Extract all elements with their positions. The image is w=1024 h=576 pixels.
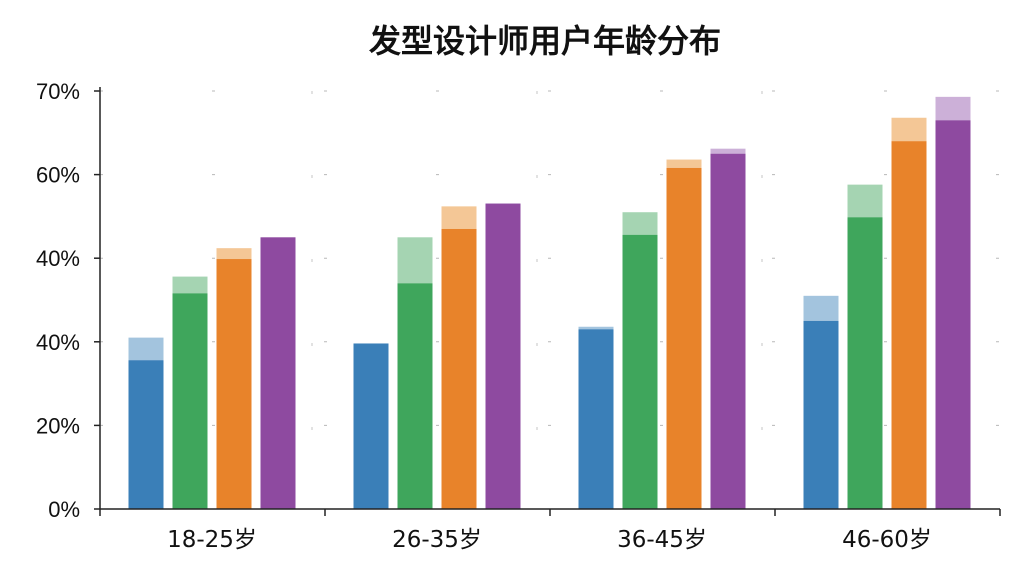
bar	[710, 153, 746, 509]
bar-highlight	[710, 148, 746, 154]
y-tick-label: 0%	[48, 497, 80, 522]
y-tick-label: 20%	[36, 413, 80, 438]
bar-highlight	[891, 117, 927, 142]
grid-layer	[100, 90, 1000, 509]
bar	[666, 167, 702, 510]
bar	[353, 343, 389, 509]
bar	[891, 141, 927, 509]
bar-highlight	[485, 203, 521, 204]
bar	[485, 203, 521, 510]
bar-highlight	[666, 159, 702, 168]
bars-layer	[128, 96, 971, 510]
bar-highlight	[128, 337, 164, 361]
bar-highlight	[397, 237, 433, 284]
bar	[935, 120, 971, 509]
bar-highlight	[216, 248, 252, 260]
x-tick-label: 18-25岁	[167, 527, 257, 553]
bar	[128, 360, 164, 509]
x-tick-label: 36-45岁	[617, 527, 707, 553]
y-tick-label: 70%	[36, 79, 80, 104]
y-tick-label: 60%	[36, 163, 80, 188]
bar	[172, 293, 208, 509]
bar	[441, 228, 477, 509]
bar	[847, 217, 883, 509]
x-tick-label: 26-35岁	[392, 527, 482, 553]
chart-title: 发型设计师用户年龄分布	[369, 22, 721, 60]
bar	[216, 259, 252, 509]
bar-highlight	[172, 276, 208, 294]
axes-layer: 0% 20% 40% 40% 60% 70% 18-25岁 26-35岁 36-45岁 46-60…	[36, 79, 1001, 553]
x-tick-label: 46-60岁	[842, 527, 932, 553]
bar-highlight	[622, 212, 658, 235]
bar-highlight	[578, 326, 614, 330]
bar	[622, 234, 658, 510]
y-tick-label: 40%	[36, 330, 80, 355]
bar-highlight	[935, 96, 971, 121]
bar-highlight	[847, 184, 883, 218]
bar	[397, 283, 433, 509]
bar	[260, 237, 296, 510]
y-tick-label: 40%	[36, 246, 80, 271]
bar-highlight	[441, 206, 477, 229]
bar	[578, 329, 614, 509]
bar-highlight	[803, 295, 839, 321]
bar	[803, 320, 839, 509]
